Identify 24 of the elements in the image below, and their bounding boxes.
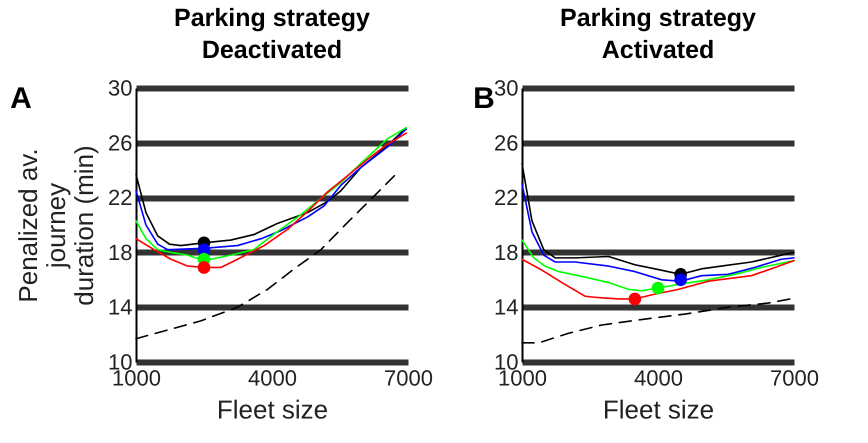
y-tick-label: 18	[108, 240, 132, 265]
y-tick-label: 30	[108, 76, 132, 100]
y-tick-label: 22	[108, 185, 132, 210]
y-tick-label: 22	[494, 185, 518, 210]
y-tick-label: 30	[494, 76, 518, 100]
x-tick-label: 4000	[248, 366, 297, 390]
text: A	[10, 82, 32, 115]
x-tick-label: 7000	[770, 366, 819, 390]
y-axis-title: Penalized av. journey duration (min)	[13, 145, 100, 306]
x-axis-title: Fleet size	[602, 394, 714, 424]
point	[674, 273, 687, 286]
y-tick-label: 14	[108, 294, 132, 320]
text: B	[473, 82, 495, 115]
x-tick-label: 4000	[634, 366, 683, 390]
y-tick-label: 26	[108, 130, 132, 156]
point	[652, 282, 664, 294]
chart-title: Parking strategy Activated	[560, 4, 756, 64]
y-tick-label: 26	[494, 130, 518, 156]
x-tick-label: 7000	[384, 366, 433, 390]
y-tick-label: 18	[494, 240, 518, 265]
point	[628, 292, 642, 306]
x-axis-title: Fleet size	[216, 394, 328, 424]
y-tick-label: 14	[494, 294, 518, 320]
chart-title: Parking strategy Deactivated	[174, 4, 370, 64]
